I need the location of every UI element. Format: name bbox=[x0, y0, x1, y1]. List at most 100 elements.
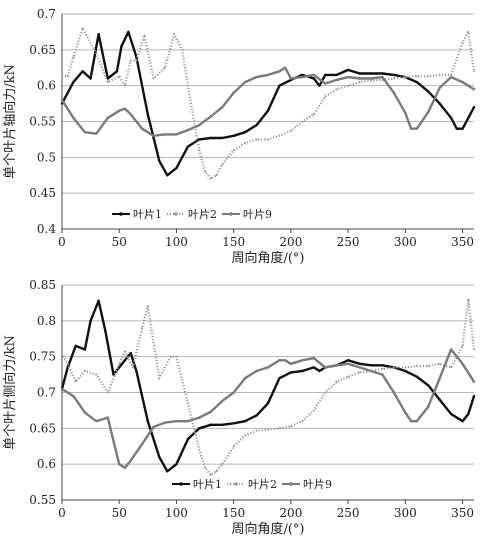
series-3-point bbox=[358, 77, 361, 80]
series-1-point bbox=[318, 369, 321, 373]
legend-label-2: 叶片2 bbox=[248, 478, 277, 491]
series-3-point bbox=[404, 411, 407, 414]
series-3-point bbox=[118, 462, 121, 466]
series-2-point bbox=[450, 366, 453, 369]
series-1-point bbox=[146, 113, 150, 116]
series-1-point bbox=[455, 127, 459, 130]
series-2-point bbox=[358, 81, 361, 83]
series-2-point bbox=[335, 88, 338, 91]
series-2-point bbox=[83, 370, 86, 372]
series-2-point bbox=[415, 365, 418, 367]
series-line-1 bbox=[60, 30, 476, 177]
series-2-point bbox=[324, 391, 327, 394]
series-2-point bbox=[152, 77, 155, 80]
series-3-point bbox=[60, 387, 64, 391]
series-2-point bbox=[255, 429, 258, 432]
series-1-point bbox=[175, 462, 178, 466]
series-1-point bbox=[472, 105, 476, 109]
series-2-point bbox=[81, 27, 84, 30]
series-3-point bbox=[283, 359, 287, 362]
series-3-point bbox=[392, 391, 396, 394]
series-3-point bbox=[301, 75, 304, 79]
series-2-point bbox=[278, 134, 281, 137]
series-1-point bbox=[255, 414, 258, 417]
series-3-point bbox=[358, 366, 361, 369]
series-1-point bbox=[301, 369, 304, 373]
series-2-point bbox=[461, 41, 464, 44]
y-tick-label: 0.8 bbox=[37, 314, 56, 328]
series-2-point bbox=[143, 34, 146, 37]
series-1-point bbox=[158, 455, 161, 459]
series-3-point bbox=[266, 73, 270, 77]
series-1-point bbox=[198, 427, 201, 430]
series-2-point bbox=[175, 355, 178, 358]
series-1-point bbox=[104, 330, 107, 333]
series-1-point bbox=[312, 77, 315, 80]
series-3-point bbox=[324, 82, 327, 85]
series-2-point bbox=[106, 81, 109, 83]
series-1-point bbox=[115, 70, 119, 73]
y-axis-label: 单个叶片轴向力/kN bbox=[2, 64, 18, 179]
series-2-point bbox=[461, 345, 464, 347]
series-1-point bbox=[83, 348, 87, 351]
series-3-point bbox=[472, 380, 476, 383]
series-2-point bbox=[392, 77, 395, 80]
series-2-point bbox=[312, 113, 315, 116]
series-2-point bbox=[198, 149, 201, 152]
series-3-point bbox=[232, 91, 235, 95]
series-3-point bbox=[369, 369, 373, 373]
series-3-point bbox=[312, 73, 315, 77]
series-1-point bbox=[127, 30, 130, 34]
legend-label-3: 叶片9 bbox=[303, 478, 332, 491]
series-3-point bbox=[415, 127, 418, 130]
series-3-point bbox=[381, 75, 384, 79]
series-3-point bbox=[409, 127, 413, 130]
series-2-point bbox=[95, 52, 98, 55]
series-2-point bbox=[289, 129, 292, 132]
series-3-point bbox=[95, 419, 98, 423]
series-2-point bbox=[186, 84, 189, 87]
x-tick-label: 150 bbox=[222, 506, 245, 520]
series-3-point bbox=[312, 356, 315, 360]
x-axis-label: 周向角度/(°) bbox=[231, 521, 304, 537]
series-1-point bbox=[97, 32, 100, 36]
series-2-point bbox=[74, 380, 77, 383]
series-2-point bbox=[267, 428, 269, 431]
series-3-point bbox=[118, 109, 121, 112]
series-3-point bbox=[209, 115, 212, 118]
x-axis-label: 周向角度/(°) bbox=[231, 250, 304, 266]
series-1-point bbox=[324, 73, 327, 77]
series-2-point bbox=[169, 355, 172, 358]
series-3-point bbox=[140, 127, 144, 130]
series-2-point bbox=[255, 138, 258, 141]
series-1-point bbox=[346, 359, 350, 362]
y-axis-label: 单个叶片侧向力/kN bbox=[2, 335, 18, 450]
series-1-point bbox=[89, 319, 92, 323]
series-1-point bbox=[381, 72, 384, 75]
series-1-point bbox=[266, 109, 270, 112]
series-2-point bbox=[289, 425, 292, 428]
series-3-point bbox=[324, 366, 327, 369]
series-2-point bbox=[427, 365, 430, 367]
series-2-point bbox=[221, 463, 224, 466]
series-1-point bbox=[123, 359, 127, 362]
x-tick-label: 300 bbox=[394, 235, 417, 249]
series-3-point bbox=[72, 394, 75, 398]
x-tick-label: 0 bbox=[58, 235, 66, 249]
series-3-point bbox=[449, 75, 453, 79]
series-3-point bbox=[392, 91, 396, 95]
series-1-point bbox=[472, 394, 476, 398]
series-2-point bbox=[186, 402, 189, 405]
series-1-point bbox=[358, 362, 361, 366]
series-1-point bbox=[392, 73, 396, 77]
series-1-point bbox=[198, 138, 201, 141]
series-1-point bbox=[186, 437, 190, 441]
series-1-point bbox=[255, 123, 258, 127]
series-1-point bbox=[97, 299, 100, 302]
series-3-point bbox=[243, 376, 247, 380]
series-1-point bbox=[129, 351, 132, 355]
y-tick-label: 0.7 bbox=[37, 7, 56, 21]
series-1-point bbox=[166, 174, 169, 177]
series-2-point bbox=[415, 75, 418, 78]
series-2-point bbox=[473, 348, 475, 351]
